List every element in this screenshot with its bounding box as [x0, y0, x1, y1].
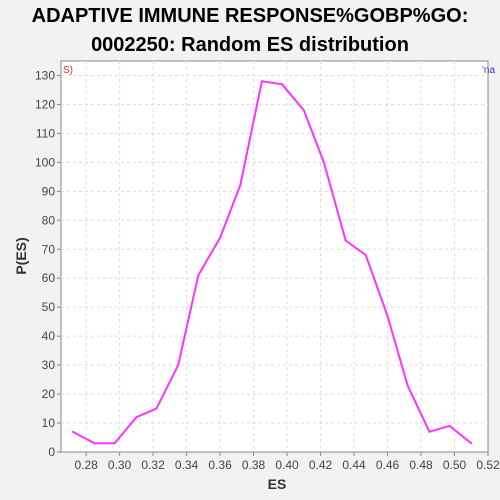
- x-tick-label: 0.36: [208, 458, 232, 472]
- x-tick-label: 0.42: [309, 458, 333, 472]
- data-point: [302, 109, 305, 112]
- data-point: [406, 384, 409, 387]
- y-tick-label: 110: [36, 126, 55, 140]
- y-tick-label: 120: [35, 97, 55, 111]
- data-point: [260, 80, 263, 83]
- y-tick-label: 130: [35, 68, 55, 82]
- y-axis-ticks: 0 10 20 30 40 50 60 70 80 90 100 110 120 130: [35, 68, 61, 459]
- data-point: [113, 442, 116, 445]
- data-point: [470, 442, 473, 445]
- x-tick-label: 0.30: [108, 458, 132, 472]
- y-tick-label: 0: [48, 445, 55, 459]
- data-point: [197, 274, 200, 277]
- data-point: [322, 161, 325, 164]
- x-tick-label: 0.40: [275, 458, 299, 472]
- data-point: [155, 407, 158, 410]
- chart-title-line-2: 0002250: Random ES distribution: [91, 34, 409, 56]
- y-tick-label: 60: [42, 271, 56, 285]
- y-axis-label: P(ES): [13, 237, 29, 274]
- x-tick-label: 0.34: [175, 458, 199, 472]
- chart-title: ADAPTIVE IMMUNE RESPONSE%GOBP%GO: 000225…: [0, 0, 500, 60]
- chart-title-line-1: ADAPTIVE IMMUNE RESPONSE%GOBP%GO:: [31, 5, 469, 27]
- data-point: [93, 442, 96, 445]
- data-point: [219, 236, 222, 239]
- series-line: [72, 80, 472, 445]
- plot-area: [60, 60, 489, 453]
- data-point: [448, 424, 451, 427]
- data-point: [428, 430, 431, 433]
- grid-lines: [61, 61, 488, 452]
- corner-left-label: S): [63, 65, 73, 76]
- data-point: [177, 364, 180, 367]
- y-tick-label: 30: [42, 358, 56, 372]
- x-tick-label: 0.48: [409, 458, 433, 472]
- x-tick-label: 0.44: [342, 458, 366, 472]
- x-tick-label: 0.46: [376, 458, 400, 472]
- data-point: [344, 239, 347, 242]
- y-tick-label: 40: [42, 329, 56, 343]
- series-group: [71, 80, 473, 445]
- y-tick-label: 50: [42, 300, 56, 314]
- y-tick-label: 80: [42, 213, 56, 227]
- data-point: [239, 184, 242, 187]
- data-point: [364, 254, 367, 257]
- data-point: [71, 430, 74, 433]
- data-point: [281, 83, 284, 86]
- x-tick-label: 0.28: [74, 458, 98, 472]
- x-tick-label: 0.52: [476, 458, 500, 472]
- y-tick-label: 10: [42, 416, 56, 430]
- corner-right-label: 'na: [482, 65, 495, 76]
- y-tick-label: 90: [42, 184, 56, 198]
- data-point: [386, 314, 389, 317]
- x-tick-label: 0.38: [242, 458, 266, 472]
- x-tick-label: 0.32: [141, 458, 165, 472]
- y-tick-label: 100: [35, 155, 55, 169]
- x-axis-label: ES: [268, 476, 287, 492]
- data-point: [135, 416, 138, 419]
- y-tick-label: 70: [42, 242, 56, 256]
- y-tick-label: 20: [42, 387, 56, 401]
- x-tick-label: 0.50: [443, 458, 467, 472]
- x-axis-ticks: 0.28 0.30 0.32 0.34 0.36 0.38 0.40 0.42 0.44 0.46…: [74, 452, 500, 472]
